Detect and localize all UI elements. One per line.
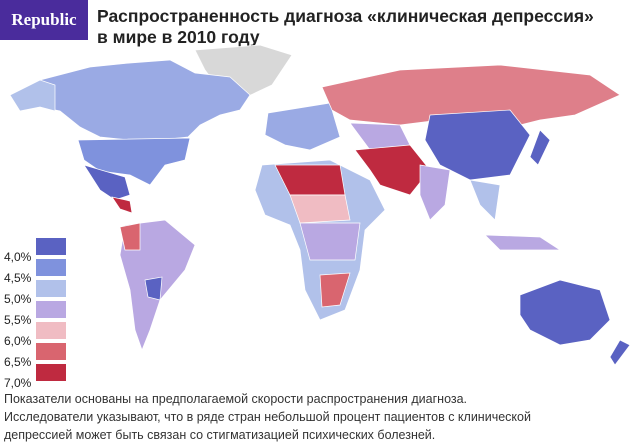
mexico [83, 164, 131, 201]
legend-swatch [36, 238, 66, 255]
australia [519, 279, 611, 346]
middle-east [354, 144, 431, 196]
bolivia [144, 276, 163, 301]
southern-africa [319, 272, 351, 308]
legend-swatch [36, 364, 66, 381]
alaska [9, 79, 56, 112]
legend-swatch [36, 280, 66, 297]
legend-swatch [36, 322, 66, 339]
title: Распространенность диагноза «клиническая… [97, 6, 594, 48]
footnote: Показатели основаны на предполагаемой ск… [4, 390, 531, 444]
footnote-line: депрессией может быть связан со стигмати… [4, 428, 436, 442]
central-africa [299, 222, 361, 261]
colombia [119, 222, 141, 251]
europe [264, 102, 341, 151]
central-america [111, 196, 133, 214]
legend-label: 7,0% [4, 376, 32, 390]
legend-label: 4,5% [4, 271, 32, 285]
legend-swatch [36, 259, 66, 276]
title-line: Распространенность диагноза «клиническая… [97, 6, 594, 26]
russia [321, 64, 621, 131]
footnote-line: Исследователи указывают, что в ряде стра… [4, 410, 531, 424]
new-zealand [609, 339, 631, 366]
usa [77, 137, 191, 186]
southeast-asia [469, 179, 501, 221]
legend-label: 6,0% [4, 334, 32, 348]
legend-label: 5,5% [4, 313, 32, 327]
legend-swatch [36, 343, 66, 360]
footnote-line: Показатели основаны на предполагаемой ск… [4, 392, 468, 406]
title-line: в мире в 2010 году [97, 27, 260, 47]
canada [9, 59, 251, 141]
india [419, 164, 451, 221]
sahel [289, 194, 351, 224]
legend-swatch [36, 301, 66, 318]
legend-label: 5,0% [4, 292, 32, 306]
world-map [9, 45, 631, 366]
japan [529, 129, 551, 166]
indonesia [484, 234, 562, 251]
logo[interactable]: Republic [0, 0, 88, 40]
china [424, 109, 531, 181]
legend-label: 6,5% [4, 355, 32, 369]
legend-label: 4,0% [4, 250, 32, 264]
